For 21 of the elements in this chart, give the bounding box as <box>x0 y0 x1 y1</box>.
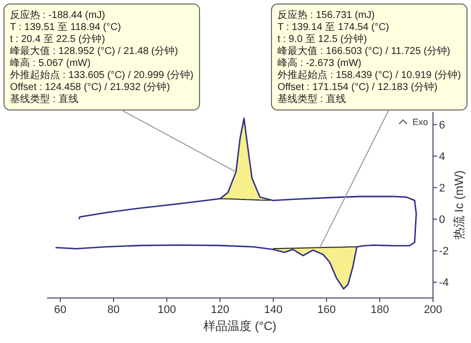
y-tick-label: 6 <box>439 120 446 132</box>
y-tick-label: -2 <box>439 246 449 258</box>
y-tick-label: 0 <box>439 214 446 226</box>
x-axis-title: 样品温度 (°C) <box>204 319 276 333</box>
y-tick-label: 2 <box>439 182 446 195</box>
y-axis-title: 热流 Ic (mW) <box>452 170 466 240</box>
y-tick-label: -4 <box>439 277 449 290</box>
x-tick-label: 120 <box>210 304 230 316</box>
annotation: Exo <box>412 117 428 127</box>
annotation-box: 反应热 : -188.44 (mJ) T : 139.51 至 118.94 (°C) t : 20.4 至 22.5 (分钟) 峰最大值 : 128.952 (°C) / 21.48 (分钟) 峰高 : 5.067 (mW) 外推起始点 : 133.605 (°C) / 20.999 (分钟) Offset : 124.458 (°C) / 21.932 (分钟) 基线类型 : 直线 <box>4 4 200 110</box>
x-tick-label: 140 <box>264 304 282 316</box>
annotation: 反应热 : -188.44 (mJ) T : 139.51 至 118.94 (°C) t : 20.4 至 22.5 (分钟) 峰最大值 : 128.952 (°C) / 21.48 (分钟) 峰高 : 5.067 (mW) 外推起始点 : 133.605 (°C) / 20.999 (分钟) Offset : 124.458 (°C) / 21.932 (分钟) 基线类型 : 直线 <box>10 9 194 105</box>
x-tick-label: 200 <box>424 304 442 316</box>
x-tick-label: 60 <box>54 304 66 316</box>
annotation-box: 反应热 : 156.731 (mJ) T : 139.14 至 174.54 (°C) t : 9.0 至 12.5 (分钟) 峰最大值 : 166.503 (°C) / 11.725 (分钟) 峰高 : -2.673 (mW) 外推起始点 : 158.439 (°C) / 10.919 (分钟) Offset : 171.154 (°C) / 12.183 (分钟) 基线类型 : 直线 <box>270 4 468 110</box>
x-tick-label: 180 <box>370 304 389 316</box>
annotation: 反应热 : 156.731 (mJ) T : 139.14 至 174.54 (°C) t : 9.0 至 12.5 (分钟) 峰最大值 : 166.503 (°C) / 11.725 (分钟) 峰高 : -2.673 (mW) 外推起始点 : 158.439 (°C) / 10.919 (分钟) Offset : 171.154 (°C) / 12.183 (分钟) 基线类型 : 直线 <box>277 9 461 105</box>
x-tick-label: 160 <box>317 304 336 316</box>
y-tick-label: 4 <box>439 151 446 164</box>
x-tick-label: 80 <box>107 304 120 316</box>
x-tick-label: 100 <box>158 304 176 316</box>
